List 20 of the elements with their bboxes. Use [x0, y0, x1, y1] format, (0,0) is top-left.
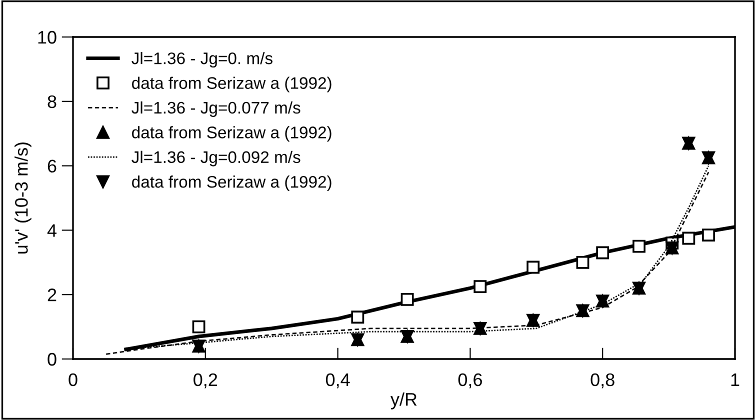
legend-label: Jl=1.36 - Jg=0.092 m/s [132, 150, 300, 166]
y-tick-label: 8 [48, 95, 56, 108]
x-tick-label: 0,4 [326, 373, 350, 388]
x-tick-label: 0,2 [194, 373, 218, 388]
x-tick-label: 0 [68, 373, 78, 386]
y-tick-label: 2 [48, 288, 56, 302]
y-axis-title: u'v' (10-3 m/s) [14, 142, 32, 254]
y-tick-label: 6 [48, 160, 56, 173]
legend-label: Jl=1.36 - Jg=0.077 m/s [132, 101, 300, 117]
x-tick-label: 0,8 [590, 373, 614, 388]
legend-label: data from Serizaw a (1992) [132, 176, 332, 192]
x-tick-label: 0,6 [458, 373, 482, 388]
legend-label: data from Serizaw a (1992) [132, 126, 332, 142]
x-tick-label: 1 [731, 374, 740, 386]
legend-label: Jl=1.36 - Jg=0. m/s [132, 52, 272, 68]
y-tick-label: 10 [38, 30, 56, 44]
legend-label: data from Serizaw a (1992) [132, 76, 332, 92]
x-axis-title: y/R [390, 392, 417, 410]
y-tick-label: 4 [47, 224, 56, 237]
y-tick-label: 0 [48, 352, 56, 366]
